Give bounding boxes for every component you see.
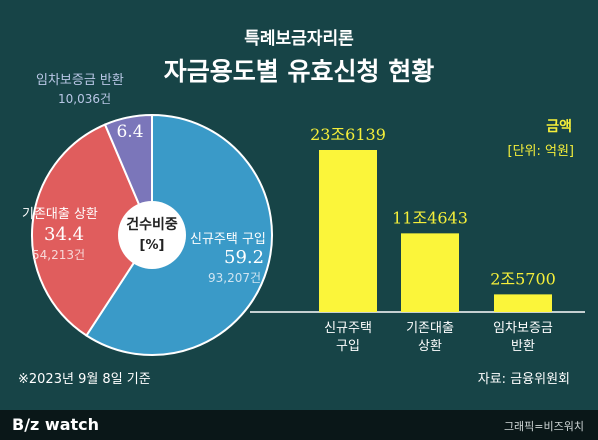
pie-count-refinance: 54,213건 bbox=[32, 248, 85, 262]
bar-category-label: 구입 bbox=[336, 339, 360, 354]
pie-center-hole bbox=[118, 201, 186, 269]
pie-count-deposit: 10,036건 bbox=[58, 92, 111, 106]
brand-logo: B/z watch bbox=[12, 415, 100, 434]
pie-count-home: 93,207건 bbox=[208, 271, 261, 285]
pie-center-label: 건수비중 bbox=[126, 216, 178, 233]
bar-value-label: 2조5700 bbox=[490, 269, 556, 288]
graphic-credit: 그래픽=비즈워치 bbox=[503, 420, 584, 433]
bar-category-label: 신규주택 bbox=[324, 321, 372, 336]
bar-category-label: 기존대출 bbox=[406, 321, 454, 336]
date-note: ※2023년 9월 8일 기준 bbox=[18, 372, 151, 387]
bar-value-label: 23조6139 bbox=[310, 125, 386, 144]
bar-legend-title: 금액 bbox=[546, 118, 572, 135]
pie-label-home: 신규주택 구입 bbox=[190, 232, 266, 247]
bar bbox=[319, 150, 377, 312]
pie-label-deposit: 임차보증금 반환 bbox=[36, 73, 124, 88]
bar-category-label: 반환 bbox=[511, 339, 535, 354]
pie-value-home: 59.2 bbox=[224, 247, 264, 268]
source-note: 자료: 금융위원회 bbox=[477, 372, 570, 387]
chart-supertitle: 특례보금자리론 bbox=[244, 29, 354, 49]
pie-slice bbox=[31, 123, 154, 337]
bar-category-label: 임차보증금 bbox=[493, 321, 553, 336]
bar-category-label: 상환 bbox=[418, 339, 442, 354]
bar-unit-label: [단위: 억원] bbox=[508, 144, 575, 159]
bar bbox=[494, 294, 552, 312]
pie-center-unit: [%] bbox=[140, 238, 165, 253]
chart-title: 자금용도별 유효신청 현황 bbox=[163, 57, 435, 86]
bar-value-label: 11조4643 bbox=[392, 208, 468, 227]
pie-value-deposit: 6.4 bbox=[116, 122, 143, 142]
bar bbox=[401, 233, 459, 312]
pie-value-refinance: 34.4 bbox=[44, 224, 84, 245]
footer-bar: B/z watch 그래픽=비즈워치 bbox=[0, 410, 598, 440]
pie-label-refinance: 기존대출 상환 bbox=[22, 207, 98, 222]
